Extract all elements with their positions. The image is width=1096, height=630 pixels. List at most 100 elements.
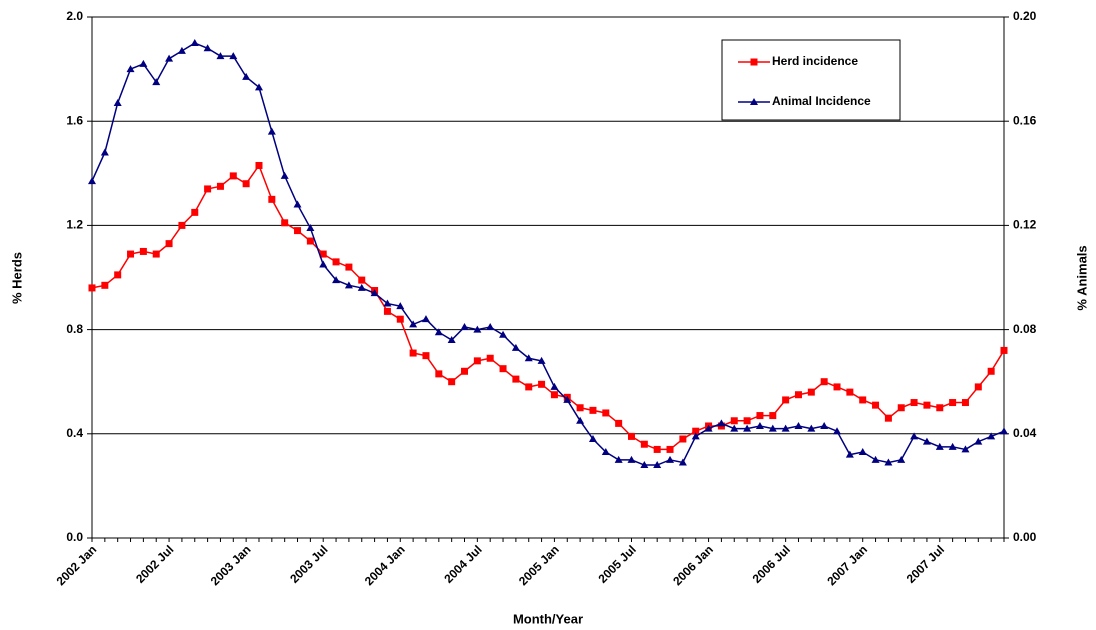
- y-tick-label: 2.0: [66, 9, 83, 23]
- y-axis-title: % Herds: [9, 252, 24, 304]
- data-point: [88, 177, 96, 185]
- data-point: [678, 458, 687, 466]
- x-tick-label: 2002 Jan: [54, 542, 100, 588]
- data-point: [666, 445, 674, 453]
- data-point: [152, 78, 161, 86]
- data-point: [294, 227, 302, 235]
- data-point: [409, 349, 417, 357]
- data-point: [538, 380, 546, 388]
- data-point: [216, 182, 224, 190]
- data-point: [178, 221, 186, 229]
- data-point: [949, 399, 957, 407]
- data-point: [254, 83, 263, 91]
- x-tick-label: 2004 Jan: [362, 542, 408, 588]
- data-point: [421, 315, 430, 323]
- data-point: [383, 299, 392, 307]
- data-point: [550, 391, 558, 399]
- data-point: [191, 208, 199, 216]
- data-point: [537, 356, 546, 364]
- data-point: [204, 185, 212, 193]
- data-point: [897, 404, 905, 412]
- data-point: [794, 421, 803, 429]
- data-point: [448, 378, 456, 386]
- data-point: [820, 421, 829, 429]
- data-point: [126, 65, 135, 73]
- data-point: [499, 365, 507, 373]
- data-point: [640, 440, 648, 448]
- legend-box: [721, 39, 901, 121]
- data-point: [666, 455, 675, 463]
- data-point: [872, 401, 880, 409]
- data-point: [794, 391, 802, 399]
- data-point: [524, 354, 533, 362]
- data-point: [833, 383, 841, 391]
- data-point: [229, 52, 238, 60]
- data-point: [486, 354, 494, 362]
- data-point: [653, 445, 661, 453]
- series-line: [91, 42, 1005, 466]
- data-point: [743, 417, 751, 425]
- y2-axis-title: % Animals: [1074, 245, 1089, 310]
- data-point: [588, 435, 597, 443]
- data-point: [460, 322, 469, 330]
- data-point: [396, 302, 405, 310]
- legend-marker: [750, 58, 758, 66]
- data-point: [601, 448, 610, 456]
- data-point: [884, 458, 893, 466]
- data-point: [987, 432, 996, 440]
- data-point: [358, 276, 366, 284]
- series-line: [91, 163, 1005, 451]
- x-axis-title: Month/Year: [513, 611, 583, 626]
- data-point: [589, 406, 597, 414]
- data-point: [922, 437, 931, 445]
- data-point: [653, 461, 662, 469]
- data-point: [139, 247, 147, 255]
- data-point: [165, 54, 174, 62]
- x-tick-label: 2002 Jul: [133, 542, 176, 585]
- data-point: [139, 59, 148, 67]
- data-point: [910, 432, 919, 440]
- y-tick-label: 0.4: [66, 426, 83, 440]
- data-point: [704, 424, 713, 432]
- data-point: [858, 448, 867, 456]
- data-point: [152, 250, 160, 258]
- data-point: [332, 276, 341, 284]
- data-point: [422, 352, 430, 360]
- data-point: [730, 417, 738, 425]
- data-point: [409, 320, 418, 328]
- y2-tick-label: 0.16: [1013, 113, 1037, 127]
- data-point: [923, 401, 931, 409]
- data-point: [781, 424, 790, 432]
- data-point: [88, 284, 96, 292]
- x-tick-label: 2003 Jan: [208, 542, 254, 588]
- data-point: [229, 172, 237, 180]
- data-point: [344, 281, 353, 289]
- data-point: [614, 455, 623, 463]
- data-point: [177, 46, 186, 54]
- data-point: [730, 424, 739, 432]
- data-point: [268, 195, 276, 203]
- data-point: [679, 435, 687, 443]
- x-tick-label: 2005 Jan: [516, 542, 562, 588]
- data-point: [100, 148, 109, 156]
- y2-tick-label: 0.08: [1013, 322, 1037, 336]
- data-point: [961, 399, 969, 407]
- y2-tick-label: 0.00: [1013, 530, 1037, 544]
- data-point: [114, 271, 122, 279]
- data-point: [987, 367, 995, 375]
- data-point: [859, 396, 867, 404]
- x-tick-label: 2006 Jan: [670, 542, 716, 588]
- data-point: [242, 72, 251, 80]
- data-point: [357, 283, 366, 291]
- data-point: [820, 378, 828, 386]
- data-point: [769, 412, 777, 420]
- data-point: [473, 357, 481, 365]
- data-point: [717, 419, 726, 427]
- data-point: [743, 424, 752, 432]
- data-point: [871, 455, 880, 463]
- data-point: [306, 237, 314, 245]
- data-point: [768, 424, 777, 432]
- data-point: [447, 336, 456, 344]
- x-tick-label: 2004 Jul: [441, 542, 484, 585]
- data-point: [1000, 427, 1008, 435]
